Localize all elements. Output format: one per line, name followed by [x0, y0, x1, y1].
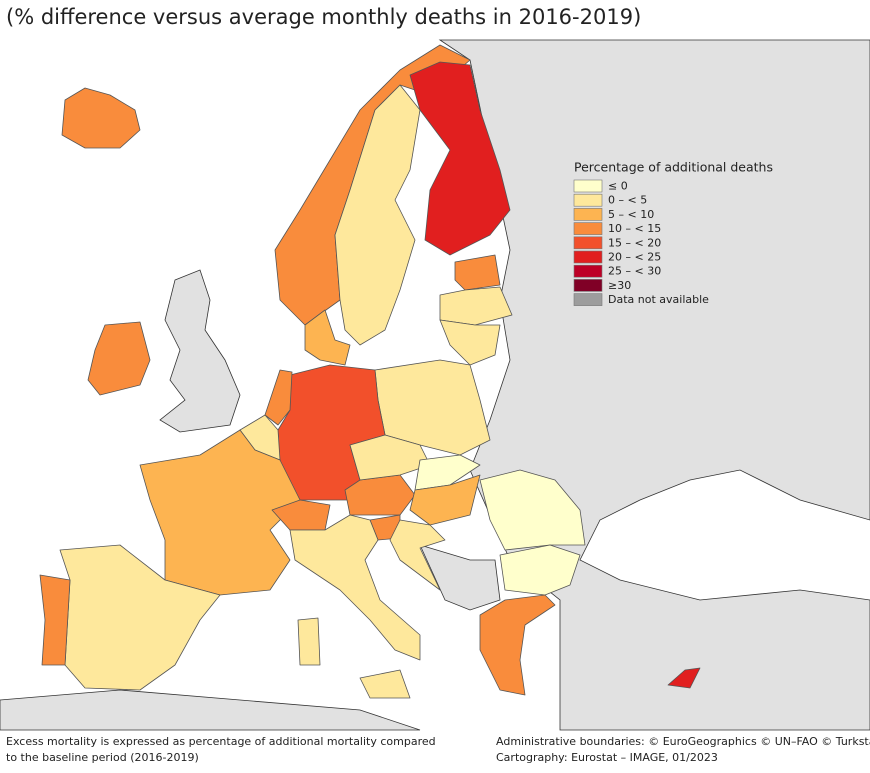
latvia	[439, 286, 513, 326]
estonia	[454, 254, 501, 291]
denmark	[304, 309, 351, 366]
switzerland	[271, 499, 331, 531]
footer-right: Administrative boundaries: © EuroGeograp…	[496, 735, 870, 748]
legend-label: ≤ 0	[608, 180, 628, 193]
legend-label: 0 – < 5	[608, 194, 647, 207]
hungary	[409, 474, 481, 526]
legend-title: Percentage of additional deaths	[574, 160, 773, 175]
legend-swatch	[573, 193, 603, 207]
slovakia	[414, 454, 481, 491]
footer-right: Cartography: Eurostat – IMAGE, 01/2023	[496, 751, 718, 764]
uk	[159, 269, 241, 433]
netherlands	[264, 369, 293, 426]
legend-swatch	[573, 293, 603, 306]
legend-swatch	[573, 236, 603, 250]
cyprus	[667, 667, 701, 689]
legend: Percentage of additional deaths ≤ 00 – <…	[573, 160, 773, 306]
legend-label: 15 – < 20	[608, 236, 661, 249]
subtitle: (% difference versus average monthly dea…	[6, 5, 641, 29]
legend-label: 25 – < 30	[608, 265, 661, 278]
sicily	[359, 669, 411, 699]
footer-left: to the baseline period (2016-2019)	[6, 751, 199, 764]
legend-swatch	[573, 250, 603, 264]
france	[139, 429, 301, 596]
sardinia	[297, 617, 321, 666]
legend-swatch	[573, 222, 603, 235]
finland	[409, 61, 511, 256]
legend-label: ≥30	[608, 279, 631, 292]
legend-swatch	[573, 179, 603, 193]
legend-swatch	[573, 279, 603, 292]
greece	[479, 594, 556, 696]
balkans	[419, 544, 501, 611]
iceland	[61, 87, 141, 149]
lithuania	[439, 319, 501, 366]
legend-label: 20 – < 25	[608, 251, 661, 264]
croatia	[389, 519, 446, 591]
romania	[479, 469, 586, 551]
legend-swatch	[573, 264, 603, 278]
footer-left: Excess mortality is expressed as percent…	[6, 735, 436, 748]
legend-label: 5 – < 10	[608, 208, 654, 221]
italy	[289, 514, 421, 661]
portugal	[39, 574, 71, 666]
legend-label: 10 – < 15	[608, 222, 661, 235]
north-africa	[0, 689, 421, 731]
ireland	[87, 321, 151, 396]
map	[0, 39, 870, 731]
legend-swatch	[573, 208, 603, 221]
footer: Excess mortality is expressed as percent…	[6, 735, 870, 764]
sweden	[334, 84, 421, 346]
legend-label: Data not available	[608, 293, 709, 306]
bulgaria	[499, 544, 581, 596]
